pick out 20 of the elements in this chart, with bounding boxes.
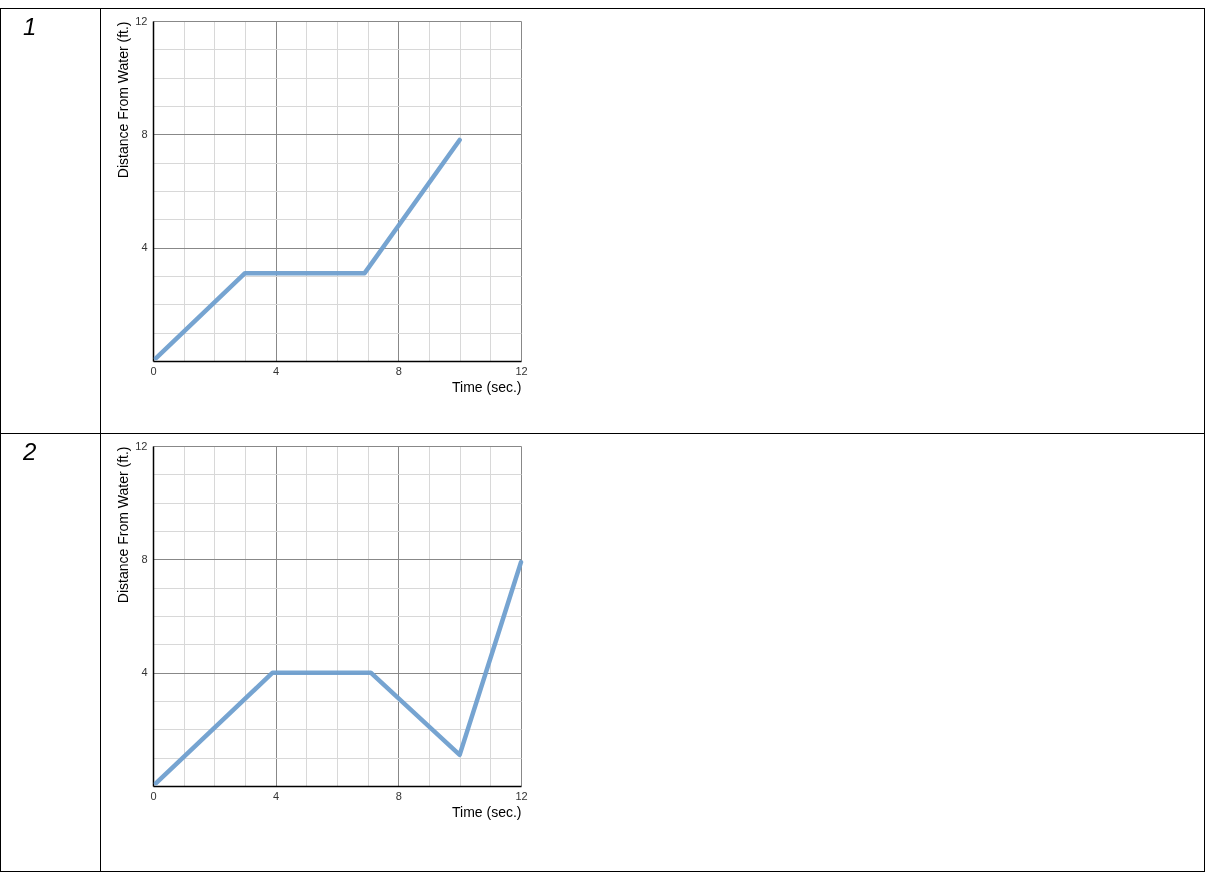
x-tick-label: 4 [273, 789, 280, 802]
y-axis-title: Distance From Water (ft.) [115, 446, 132, 604]
x-tick-label: 4 [273, 364, 280, 377]
x-tick-label: 12 [515, 789, 528, 802]
chart-title: 2 [0, 433, 101, 872]
y-tick-label: 8 [141, 127, 148, 140]
y-tick-label: 4 [141, 241, 148, 254]
x-axis-title: Time (sec.) [452, 378, 522, 395]
y-tick-label: 12 [135, 14, 148, 27]
x-tick-label: 12 [515, 364, 528, 377]
x-axis-title: Time (sec.) [452, 803, 522, 820]
x-tick-label: 0 [150, 789, 157, 802]
y-tick-label: 8 [141, 552, 148, 565]
y-tick-label: 12 [135, 439, 148, 452]
x-tick-label: 8 [395, 789, 402, 802]
x-tick-label: 0 [150, 364, 157, 377]
y-axis-title: Distance From Water (ft.) [115, 21, 132, 179]
y-tick-label: 4 [141, 666, 148, 679]
chart-title: 1 [0, 8, 101, 434]
x-tick-label: 8 [395, 364, 402, 377]
